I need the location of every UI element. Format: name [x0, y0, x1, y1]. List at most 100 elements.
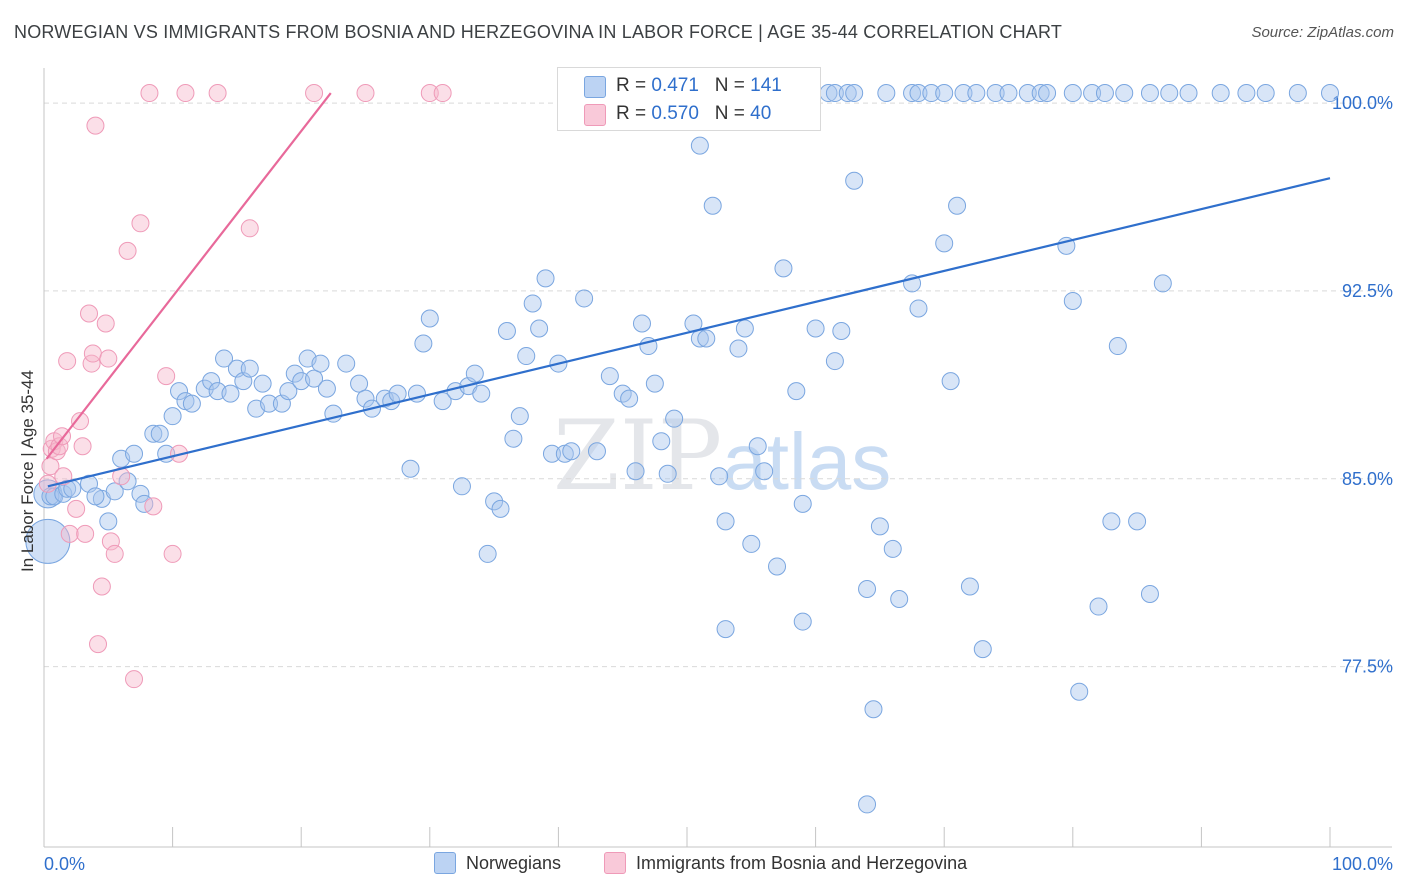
y-tick-label: 77.5%: [1342, 657, 1393, 677]
data-point-bosnia: [76, 524, 95, 543]
data-point-norwegians: [735, 319, 754, 338]
data-point-norwegians: [716, 620, 735, 639]
data-point-bosnia: [80, 304, 99, 323]
data-point-norwegians: [922, 84, 941, 103]
data-point-norwegians: [626, 462, 645, 481]
data-point-norwegians: [954, 84, 973, 103]
data-point-norwegians: [105, 482, 124, 501]
data-point-norwegians: [465, 364, 484, 383]
data-point-norwegians: [99, 512, 118, 531]
series-legend: Norwegians Immigrants from Bosnia and He…: [0, 852, 1406, 876]
data-point-norwegians: [144, 424, 163, 443]
legend-item-bosnia[interactable]: Immigrants from Bosnia and Herzegovina: [604, 852, 967, 874]
data-point-norwegians: [838, 84, 857, 103]
data-point-norwegians: [1237, 84, 1256, 103]
data-point-bosnia: [125, 670, 144, 689]
data-point-norwegians: [1038, 84, 1057, 103]
data-point-bosnia: [208, 84, 227, 103]
legend-swatch-bosnia: [604, 852, 626, 874]
data-point-norwegians: [317, 379, 336, 398]
legend-r-value: 0.471: [651, 75, 699, 96]
data-point-norwegians: [1321, 84, 1339, 103]
data-point-bosnia: [433, 84, 452, 103]
data-point-norwegians: [845, 171, 864, 190]
data-point-norwegians: [1128, 512, 1147, 531]
data-point-norwegians: [967, 84, 986, 103]
data-point-norwegians: [935, 84, 954, 103]
legend-n-label: N =: [714, 75, 745, 96]
data-point-norwegians: [864, 700, 883, 719]
data-point-norwegians: [703, 196, 722, 215]
data-point-norwegians: [948, 196, 967, 215]
data-point-norwegians: [356, 389, 375, 408]
data-point-bosnia: [99, 349, 118, 368]
legend-swatch-blue: [584, 76, 606, 98]
data-point-norwegians: [697, 329, 716, 348]
data-point-norwegians: [1089, 597, 1108, 616]
data-point-norwegians: [909, 299, 928, 318]
trend-line-bosnia: [45, 92, 332, 460]
data-point-norwegians: [536, 269, 555, 288]
data-point-norwegians: [497, 322, 516, 341]
data-point-norwegians: [986, 84, 1005, 103]
data-point-norwegians: [414, 334, 433, 353]
data-point-bosnia: [118, 241, 137, 260]
data-point-norwegians: [806, 319, 825, 338]
data-point-norwegians: [587, 442, 606, 461]
data-point-norwegians: [658, 464, 677, 483]
data-point-norwegians: [388, 384, 407, 403]
data-point-norwegians: [131, 484, 150, 503]
data-point-norwegians: [890, 590, 909, 609]
chart-title: NORWEGIAN VS IMMIGRANTS FROM BOSNIA AND …: [14, 22, 1063, 42]
data-point-bosnia: [420, 84, 439, 103]
data-point-norwegians: [787, 382, 806, 401]
data-point-norwegians: [240, 359, 259, 378]
legend-item-norwegians[interactable]: Norwegians: [434, 852, 561, 874]
watermark: ZIPatlas: [553, 400, 891, 512]
data-point-norwegians: [1083, 84, 1102, 103]
data-point-bosnia: [96, 314, 115, 333]
data-point-bosnia: [176, 84, 195, 103]
data-point-norwegians: [311, 354, 330, 373]
data-point-norwegians: [420, 309, 439, 328]
legend-row-norwegians: R = 0.471 N = 141: [616, 72, 782, 100]
data-point-bosnia: [140, 84, 159, 103]
data-point-norwegians: [600, 367, 619, 386]
data-point-norwegians: [1115, 84, 1134, 103]
data-point-norwegians: [690, 136, 709, 155]
data-point-norwegians: [1031, 84, 1050, 103]
data-point-norwegians: [832, 322, 851, 341]
data-point-norwegians: [472, 384, 491, 403]
data-point-norwegians: [941, 372, 960, 391]
data-point-norwegians: [401, 459, 420, 478]
legend-n-value: 141: [750, 75, 782, 96]
data-point-bosnia: [86, 116, 105, 135]
data-point-norwegians: [973, 640, 992, 659]
data-point-bosnia: [356, 84, 375, 103]
data-point-norwegians: [645, 374, 664, 393]
data-point-norwegians: [452, 477, 471, 496]
source-label: Source: ZipAtlas.com: [1251, 24, 1394, 41]
data-point-norwegians: [562, 442, 581, 461]
data-point-norwegians: [870, 517, 889, 536]
data-point-norwegians: [170, 382, 189, 401]
x-tick-label: 100.0%: [1332, 854, 1393, 874]
data-point-norwegians: [774, 259, 793, 278]
y-tick-label: 92.5%: [1342, 281, 1393, 301]
data-point-norwegians: [748, 437, 767, 456]
data-point-bosnia: [105, 544, 124, 563]
data-point-norwegians: [1070, 682, 1089, 701]
data-point-norwegians: [575, 289, 594, 308]
data-point-bosnia: [163, 544, 182, 563]
correlation-legend: R = 0.471 N = 141 R = 0.570 N = 40: [557, 67, 821, 131]
data-point-norwegians: [25, 518, 71, 564]
data-point-bosnia: [82, 354, 101, 373]
data-point-norwegians: [530, 319, 549, 338]
data-point-norwegians: [491, 499, 510, 518]
data-point-norwegians: [1108, 337, 1127, 356]
y-tick-label: 100.0%: [1332, 93, 1393, 113]
data-point-norwegians: [510, 407, 529, 426]
data-point-norwegians: [504, 429, 523, 448]
data-point-norwegians: [125, 444, 144, 463]
